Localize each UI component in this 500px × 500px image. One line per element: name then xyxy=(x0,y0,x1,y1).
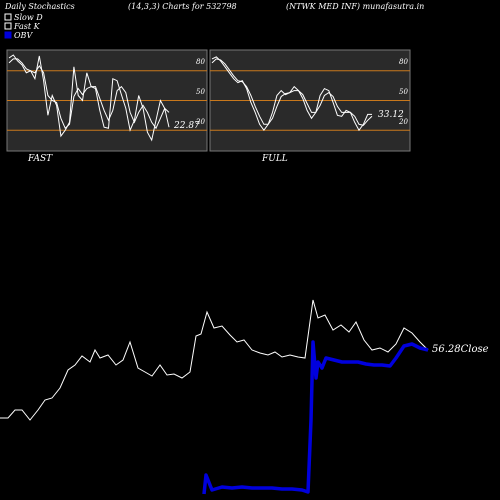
full-panel-label: FULL xyxy=(261,154,288,164)
full-panel-slow-d-line xyxy=(211,58,373,126)
fast-panel-label: FAST xyxy=(27,154,53,164)
legend-swatch-slow-d xyxy=(4,13,12,21)
obv-line xyxy=(202,340,429,495)
fast-tick-80: 80 xyxy=(196,58,205,66)
fast-panel-slow-d-line xyxy=(8,58,170,130)
legend-label-fast-k: Fast K xyxy=(13,22,41,31)
fast-tick-20: 20 xyxy=(195,118,205,126)
full-panel-fast-k-line xyxy=(211,56,372,132)
close-last-label: 56.28Close xyxy=(432,344,489,355)
fast-tick-50: 50 xyxy=(196,88,205,96)
fast-last-value: 22.87 xyxy=(173,121,200,131)
legend-swatch-obv xyxy=(4,31,12,39)
full-tick-20: 20 xyxy=(398,118,408,126)
full-last-value: 33.12 xyxy=(378,110,404,120)
full-tick-80: 80 xyxy=(399,58,408,66)
full-tick-50: 50 xyxy=(399,88,408,96)
header-symbol: (NTWK MED INF) munafasutra.in xyxy=(286,2,424,11)
fast-stochastic-panel: 80 50 20 22.87 FAST xyxy=(6,49,208,164)
header-title: Daily Stochastics xyxy=(4,2,75,11)
legend: Slow D Fast K OBV xyxy=(4,13,43,40)
legend-label-slow-d: Slow D xyxy=(14,13,43,22)
close-price-line xyxy=(0,299,429,421)
header-subtitle: (14,3,3) Charts for 532798 xyxy=(128,2,237,11)
legend-label-obv: OBV xyxy=(14,31,33,40)
full-stochastic-panel: 80 50 20 33.12 FULL xyxy=(209,49,411,164)
legend-swatch-fast-k xyxy=(4,22,12,30)
